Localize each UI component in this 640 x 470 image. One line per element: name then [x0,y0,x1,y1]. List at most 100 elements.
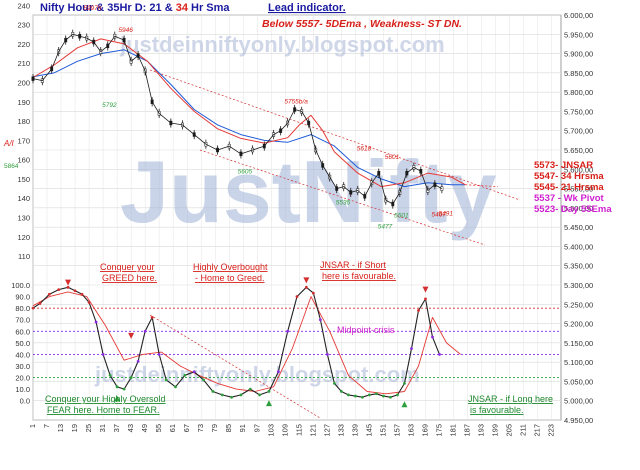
x-tick-label: 1 [28,424,37,428]
oscillator-point [375,392,378,396]
oscillator-point [136,359,140,363]
y-left-upper-tick-label: 190 [17,98,30,107]
y-right-tick-label: 5.350,00 [564,262,593,271]
x-tick-label: 85 [224,424,233,432]
plot-frame [32,14,562,421]
y-right-tick-label: 5.750,00 [564,107,593,116]
x-tick-label: 217 [533,424,542,437]
y-left-upper-tick-label: 160 [17,156,30,165]
x-tick-label: 13 [56,424,65,432]
x-tick-label: 169 [420,424,429,437]
oscillator-point [318,318,322,322]
sma21-line [32,38,466,188]
price-candle-body [440,186,444,191]
oscillator-point [143,329,147,333]
oscillator-point [230,395,233,399]
y-left-lower-tick-label: 60.0 [15,327,30,336]
price-label: 5605 [238,168,253,175]
price-label: 5601 [385,154,400,161]
y-right-tick-label: 4.950,00 [564,416,593,425]
y-left-lower-tick-label: 10.0 [15,385,30,394]
x-tick-label: 127 [322,424,331,437]
x-tick-label: 49 [140,424,149,432]
oscillator-point [431,335,434,339]
x-tick-label: 61 [168,424,177,432]
price-label: 5491 [439,210,454,217]
x-tick-label: 181 [449,424,458,437]
oscillator-point [410,347,413,351]
y-right-tick-label: 5.450,00 [564,223,593,232]
y-right-tick-label: 5.150,00 [564,339,593,348]
oscillator-point [57,288,61,292]
oscillator-point [66,285,70,289]
y-left-upper-tick-label: 230 [17,21,30,30]
oscillator-point [73,289,77,293]
y-left-lower-tick-label: 50.0 [15,339,30,348]
x-tick-label: 145 [364,424,373,437]
oscillator-point [94,320,98,324]
y-left-lower-tick-label: 100.0 [11,281,30,290]
x-tick-label: 7 [42,424,51,428]
y-left-upper-tick-label: 220 [17,40,30,49]
watermark-bottom-url: justdeinniftyonly.blogspot.com [94,362,420,387]
oscillator-point [87,300,91,304]
oscillator-point [239,393,243,397]
annotation-line1: Conquer your [100,262,155,272]
oscillator-point [267,390,271,393]
trendline-upper [149,69,521,201]
y-left-upper-tick-label: 180 [17,117,30,126]
oscillator-point [382,394,385,398]
y-right-tick-label: 5.300,00 [564,281,593,290]
oscillator-point [286,329,290,333]
oscillator-point [248,387,252,391]
x-tick-label: 175 [434,424,443,437]
x-tick-label: 43 [126,424,135,432]
x-tick-label: 223 [547,424,556,437]
x-tick-label: 121 [308,424,317,437]
oscillator-point [47,292,51,296]
buy-arrow-icon [265,400,272,407]
oscillator-point [339,390,343,393]
price-label: 5501 [394,212,409,219]
x-tick-label: 187 [463,424,472,437]
y-right-tick-label: 5.850,00 [564,69,593,78]
oscillator-point [258,393,262,397]
legend-entry: 5545- 21 Hrsma [534,182,604,193]
annotation-line1: Highly Overbought [193,262,268,272]
oscillator-point [220,393,224,397]
y-right-tick-label: 5.050,00 [564,377,593,386]
x-tick-label: 163 [406,424,415,437]
price-label: 5535 [336,199,351,206]
x-tick-label: 73 [196,424,205,432]
oscillator-point [129,376,133,379]
oscillator-point [295,295,299,298]
oscillator-point [368,393,371,397]
price-label: 5946 [118,27,133,34]
oscillator-point [115,385,119,389]
oscillator-point [417,309,420,312]
y-axis-right: 6.000,00 5.950,00 5.900,00 5.850,00 5.800,00… [564,11,593,425]
price-label: 5792 [102,102,117,109]
y-left-upper-tick-label: 120 [17,233,30,242]
legend-entry: 5547- 34 Hrsma [534,171,604,182]
sma34-line [32,49,466,188]
oscillator-point [122,387,126,391]
x-tick-label: 91 [238,424,247,432]
oscillator-point [276,370,280,374]
price-label: 5477 [378,224,393,231]
y-left-upper-tick-label: 110 [18,252,30,261]
y-left-upper-tick-label: 240 [17,1,30,10]
buy-arrow-icon [401,401,408,408]
y-left-lower-tick-label: 0.0 [20,397,30,406]
annotation-line2: - Home to Greed. [195,273,265,283]
sell-arrow-icon [65,279,72,286]
y-right-tick-label: 5.800,00 [564,88,593,97]
y-right-tick-label: 5.000,00 [564,397,593,406]
oscillator-point [403,381,406,385]
annotation-line1: Conquer your Highly Oversold [45,394,166,404]
side-level-label: 5864 [4,163,19,170]
x-tick-label: 151 [378,424,387,437]
watermark-top-url: justdeinniftyonly.blogspot.com [119,32,445,57]
